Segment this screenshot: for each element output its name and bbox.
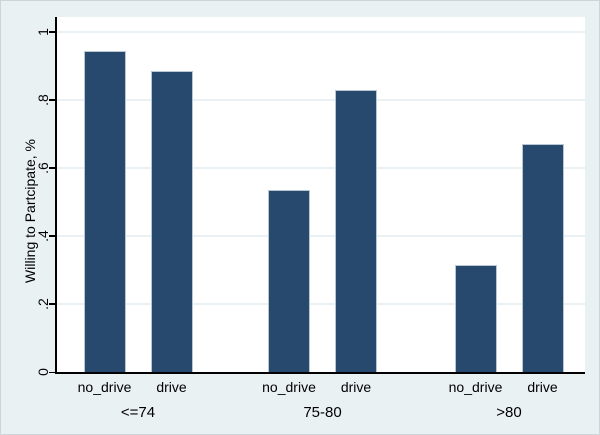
y-tick-mark — [49, 99, 56, 101]
y-gridline — [56, 302, 585, 305]
y-axis-title: Willing to Partcipate, % — [22, 139, 38, 283]
plot-area: no_drive drive <=74 no_drive drive 75-80 no_dr… — [56, 17, 585, 420]
bar — [150, 71, 193, 372]
bar-category-label: no_drive — [262, 379, 316, 395]
y-gridline — [56, 234, 585, 237]
bar-category-label: no_drive — [77, 379, 132, 395]
y-tick-mark — [49, 167, 56, 169]
group-label: <=74 — [120, 404, 156, 421]
y-tick-label: .2 — [35, 298, 51, 310]
y-tick-label: 0 — [35, 368, 51, 376]
x-axis-line — [55, 372, 585, 374]
y-tick-label: 1 — [35, 28, 51, 36]
y-tick-label: .6 — [35, 162, 51, 174]
y-tick-mark — [49, 371, 56, 373]
group-label: >80 — [496, 404, 522, 421]
bar — [83, 50, 126, 372]
bar-category-label: drive — [156, 379, 187, 395]
group-label: 75-80 — [303, 404, 342, 421]
bar — [454, 264, 497, 372]
bar-category-label: drive — [527, 379, 558, 395]
y-axis-line — [55, 17, 57, 373]
bar — [268, 190, 310, 372]
bar-category-label: no_drive — [448, 379, 503, 395]
y-tick-label: .4 — [35, 230, 51, 242]
y-tick-mark — [49, 31, 56, 33]
y-tick-label: .8 — [35, 94, 51, 106]
bar — [521, 144, 564, 372]
bar-category-label: drive — [340, 379, 372, 395]
y-tick-mark — [49, 303, 56, 305]
y-gridline — [56, 30, 585, 33]
y-tick-mark — [49, 235, 56, 237]
bar — [335, 89, 377, 372]
y-gridline — [56, 166, 585, 169]
y-gridline — [56, 98, 585, 101]
